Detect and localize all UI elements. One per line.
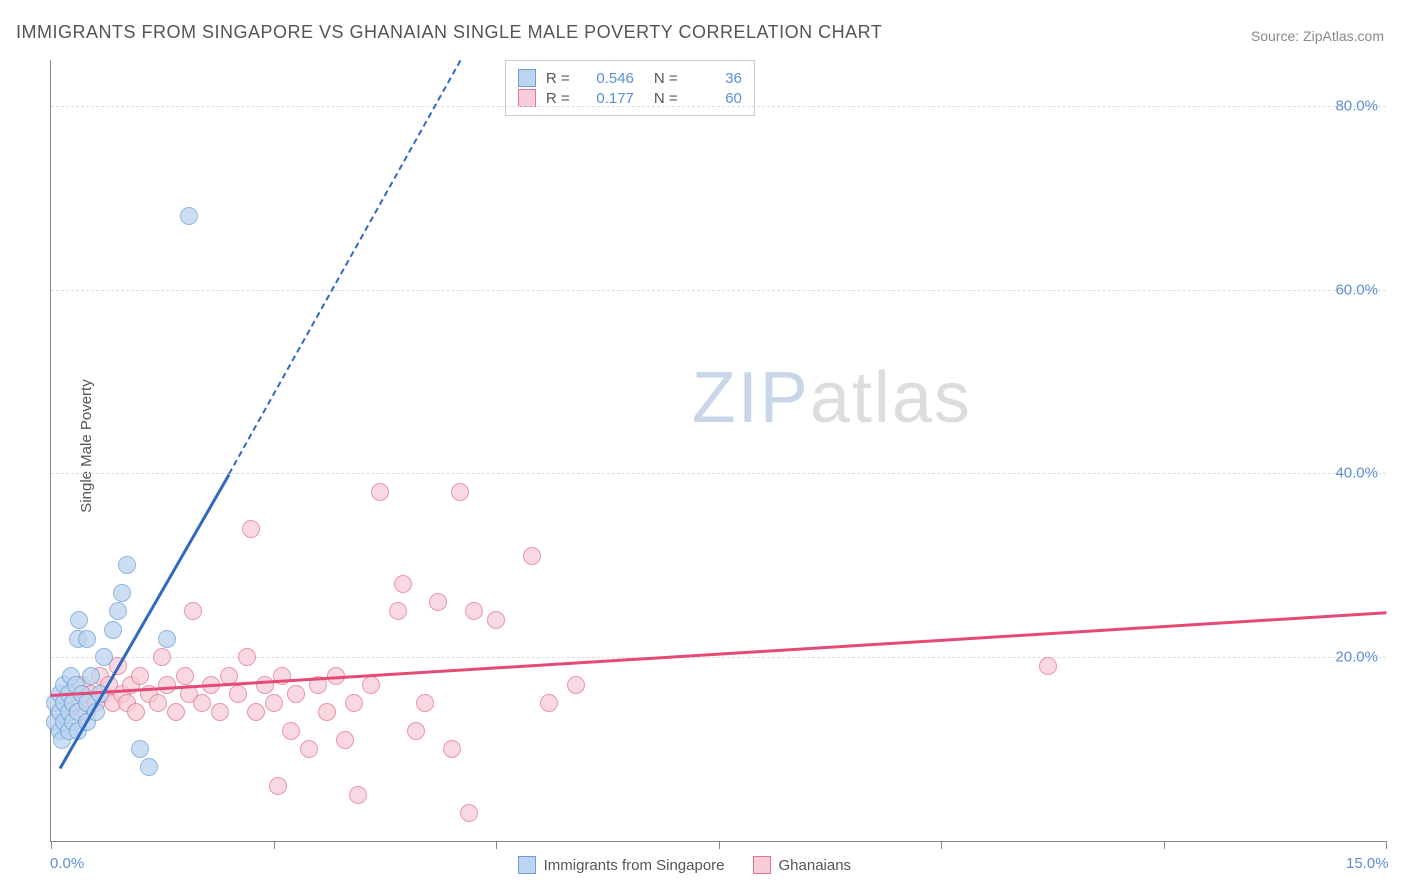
legend-n-label: N = — [654, 70, 682, 87]
data-point — [487, 611, 505, 629]
data-point — [371, 483, 389, 501]
watermark-part1: ZIP — [692, 358, 810, 438]
data-point — [242, 520, 260, 538]
y-tick-label: 60.0% — [1335, 281, 1378, 298]
data-point — [540, 694, 558, 712]
data-point — [109, 602, 127, 620]
data-point — [336, 731, 354, 749]
legend-r-label: R = — [546, 90, 574, 107]
legend-r-value: 0.546 — [584, 70, 634, 87]
legend-label: Immigrants from Singapore — [544, 857, 725, 874]
data-point — [443, 740, 461, 758]
data-point — [238, 648, 256, 666]
correlation-legend: R = 0.546 N = 36 R = 0.177 N = 60 — [505, 60, 755, 116]
data-point — [70, 611, 88, 629]
data-point — [429, 593, 447, 611]
data-point — [362, 676, 380, 694]
scatter-plot-area: ZIPatlas R = 0.546 N = 36 R = 0.177 N = 60 20.0… — [50, 60, 1386, 842]
data-point — [416, 694, 434, 712]
data-point — [127, 703, 145, 721]
y-tick-label: 80.0% — [1335, 97, 1378, 114]
gridline — [51, 473, 1386, 474]
legend-label: Ghanaians — [779, 857, 852, 874]
x-tick — [51, 841, 52, 849]
data-point — [176, 667, 194, 685]
data-point — [167, 703, 185, 721]
legend-n-value: 36 — [692, 70, 742, 87]
legend-swatch — [518, 89, 536, 107]
legend-item: Ghanaians — [753, 856, 852, 874]
x-tick — [941, 841, 942, 849]
data-point — [118, 556, 136, 574]
data-point — [247, 703, 265, 721]
data-point — [349, 786, 367, 804]
x-tick — [274, 841, 275, 849]
legend-swatch — [753, 856, 771, 874]
chart-title: IMMIGRANTS FROM SINGAPORE VS GHANAIAN SI… — [16, 22, 882, 43]
legend-row: R = 0.177 N = 60 — [518, 89, 742, 107]
data-point — [460, 804, 478, 822]
data-point — [153, 648, 171, 666]
data-point — [95, 648, 113, 666]
gridline — [51, 290, 1386, 291]
watermark: ZIPatlas — [692, 357, 972, 439]
data-point — [78, 630, 96, 648]
legend-item: Immigrants from Singapore — [518, 856, 725, 874]
data-point — [1039, 657, 1057, 675]
x-tick — [496, 841, 497, 849]
series-legend: Immigrants from Singapore Ghanaians — [518, 856, 851, 874]
x-tick-label: 0.0% — [50, 855, 84, 872]
legend-r-label: R = — [546, 70, 574, 87]
watermark-part2: atlas — [810, 358, 972, 438]
legend-swatch — [518, 69, 536, 87]
legend-n-value: 60 — [692, 90, 742, 107]
gridline — [51, 106, 1386, 107]
data-point — [131, 667, 149, 685]
trend-line-dashed — [228, 61, 461, 475]
legend-n-label: N = — [654, 90, 682, 107]
data-point — [567, 676, 585, 694]
data-point — [269, 777, 287, 795]
data-point — [158, 676, 176, 694]
data-point — [345, 694, 363, 712]
data-point — [394, 575, 412, 593]
data-point — [389, 602, 407, 620]
data-point — [287, 685, 305, 703]
x-tick — [1386, 841, 1387, 849]
data-point — [184, 602, 202, 620]
data-point — [256, 676, 274, 694]
data-point — [104, 621, 122, 639]
data-point — [193, 694, 211, 712]
data-point — [451, 483, 469, 501]
data-point — [149, 694, 167, 712]
data-point — [465, 602, 483, 620]
data-point — [318, 703, 336, 721]
data-point — [211, 703, 229, 721]
data-point — [300, 740, 318, 758]
legend-swatch — [518, 856, 536, 874]
y-tick-label: 20.0% — [1335, 649, 1378, 666]
data-point — [113, 584, 131, 602]
data-point — [282, 722, 300, 740]
data-point — [407, 722, 425, 740]
data-point — [82, 667, 100, 685]
data-point — [158, 630, 176, 648]
data-point — [180, 207, 198, 225]
data-point — [523, 547, 541, 565]
data-point — [229, 685, 247, 703]
data-point — [140, 758, 158, 776]
y-tick-label: 40.0% — [1335, 465, 1378, 482]
x-tick-label: 15.0% — [1346, 855, 1389, 872]
source-attribution: Source: ZipAtlas.com — [1251, 28, 1384, 44]
legend-r-value: 0.177 — [584, 90, 634, 107]
data-point — [131, 740, 149, 758]
x-tick — [1164, 841, 1165, 849]
legend-row: R = 0.546 N = 36 — [518, 69, 742, 87]
data-point — [265, 694, 283, 712]
x-tick — [719, 841, 720, 849]
